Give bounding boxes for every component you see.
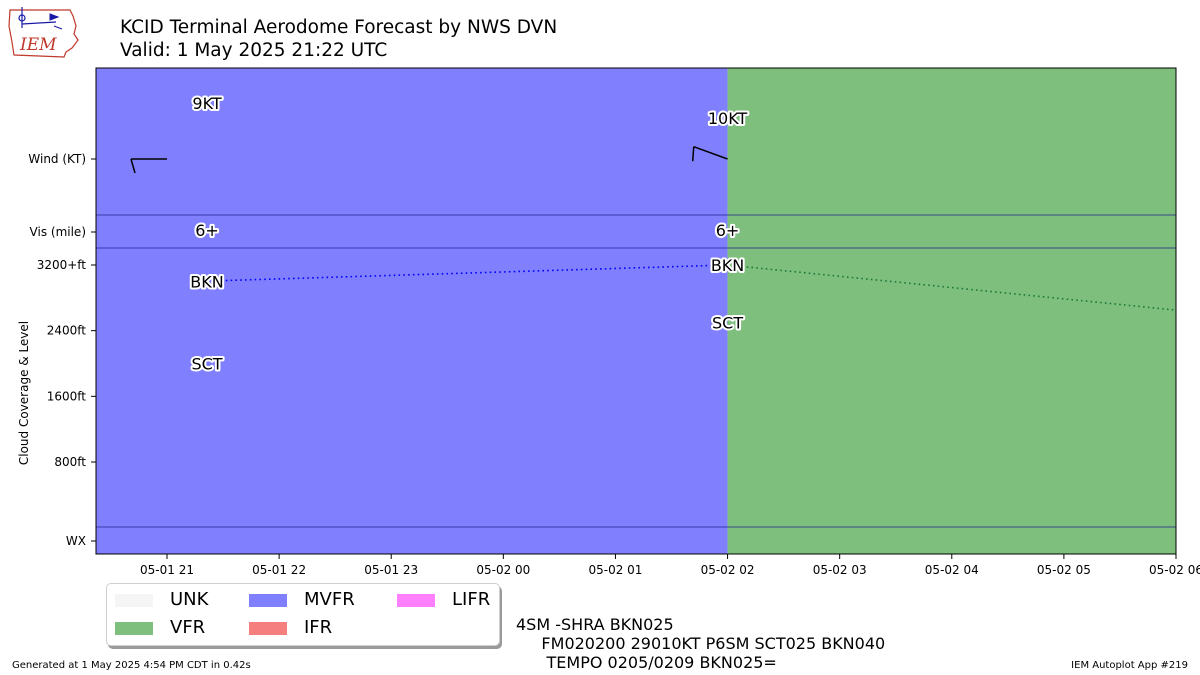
- cloud-layer-label: BKN: [190, 272, 223, 291]
- x-tick-label: 05-02 00: [476, 563, 530, 577]
- wind-speed-label: 10KT: [708, 109, 748, 128]
- anemometer-icon: [49, 13, 63, 30]
- logo-text: IEM: [19, 35, 57, 55]
- row-label: Vis (mile): [30, 225, 86, 239]
- subtitle-line: Valid: 1 May 2025 21:22 UTC: [120, 40, 388, 61]
- visibility-label: 6+: [716, 221, 740, 240]
- taf-line-2: FM020200 29010KT P6SM SCT025 BKN040: [516, 634, 886, 653]
- wind-barb-feather: [130, 158, 136, 174]
- cloud-layer-label: BKN: [711, 256, 744, 275]
- x-tick-label: 05-02 04: [925, 563, 979, 577]
- wx-row-label: WX: [66, 534, 86, 548]
- cloud-layer-label: SCT: [191, 355, 222, 374]
- legend-swatch-lifr: [397, 594, 435, 607]
- x-tick-label: 05-01 22: [252, 563, 306, 577]
- chart-title: KCID Terminal Aerodome Forecast by NWS D…: [120, 16, 557, 62]
- iowa-outline: [8, 9, 79, 58]
- category-band: [96, 68, 728, 554]
- cloud-layer-label: SCT: [712, 313, 743, 332]
- y-tick-label: 800ft: [54, 455, 86, 469]
- legend-label-unk: UNK: [170, 589, 209, 610]
- wind-speed-label: 9KT: [192, 94, 221, 113]
- y-tick-label: 2400ft: [47, 324, 87, 338]
- ceiling-trend-line: [727, 264, 1177, 311]
- category-band: [727, 68, 1176, 554]
- wind-barb-feather: [691, 146, 695, 162]
- taf-line-3: TEMPO 0205/0209 BKN025=: [516, 653, 777, 672]
- title-line: KCID Terminal Aerodome Forecast by NWS D…: [120, 17, 558, 38]
- legend-swatch-mvfr: [249, 594, 287, 607]
- raw-taf-text: 4SM -SHRA BKN025 FM020200 29010KT P6SM S…: [516, 615, 885, 672]
- row-label: Wind (KT): [28, 152, 86, 166]
- x-tick-label: 05-02 05: [1037, 563, 1091, 577]
- x-tick-label: 05-02 02: [701, 563, 755, 577]
- wind-barb: [691, 145, 728, 162]
- ceiling-trend-line: [196, 264, 728, 283]
- legend-swatch-unk: [115, 594, 153, 607]
- y-tick-label: 1600ft: [47, 389, 87, 403]
- x-tick-label: 05-02 01: [588, 563, 642, 577]
- flight-category-legend: UNK VFR MVFR IFR LIFR: [106, 583, 500, 646]
- y-axis-label: Cloud Coverage & Level: [17, 321, 31, 465]
- x-tick-label: 05-02 03: [813, 563, 867, 577]
- legend-label-mvfr: MVFR: [304, 589, 355, 610]
- wind-barb: [130, 158, 168, 174]
- y-tick-label: 3200+ft: [37, 258, 87, 272]
- legend-label-lifr: LIFR: [452, 589, 491, 610]
- legend-swatch-ifr: [249, 622, 287, 635]
- visibility-label: 6+: [195, 221, 219, 240]
- legend-swatch-vfr: [115, 622, 153, 635]
- x-tick-label: 05-01 21: [140, 563, 194, 577]
- x-tick-label: 05-02 06: [1149, 563, 1200, 577]
- iem-logo: IEM: [8, 7, 79, 58]
- x-tick-label: 05-01 23: [364, 563, 418, 577]
- app-footer: IEM Autoplot App #219: [1071, 660, 1188, 671]
- plot-frame: [95, 67, 1177, 555]
- taf-line-1: 4SM -SHRA BKN025: [516, 615, 674, 634]
- legend-label-ifr: IFR: [304, 617, 333, 638]
- generated-footer: Generated at 1 May 2025 4:54 PM CDT in 0…: [12, 660, 251, 671]
- legend-label-vfr: VFR: [170, 617, 206, 638]
- wind-barb-staff: [693, 145, 728, 160]
